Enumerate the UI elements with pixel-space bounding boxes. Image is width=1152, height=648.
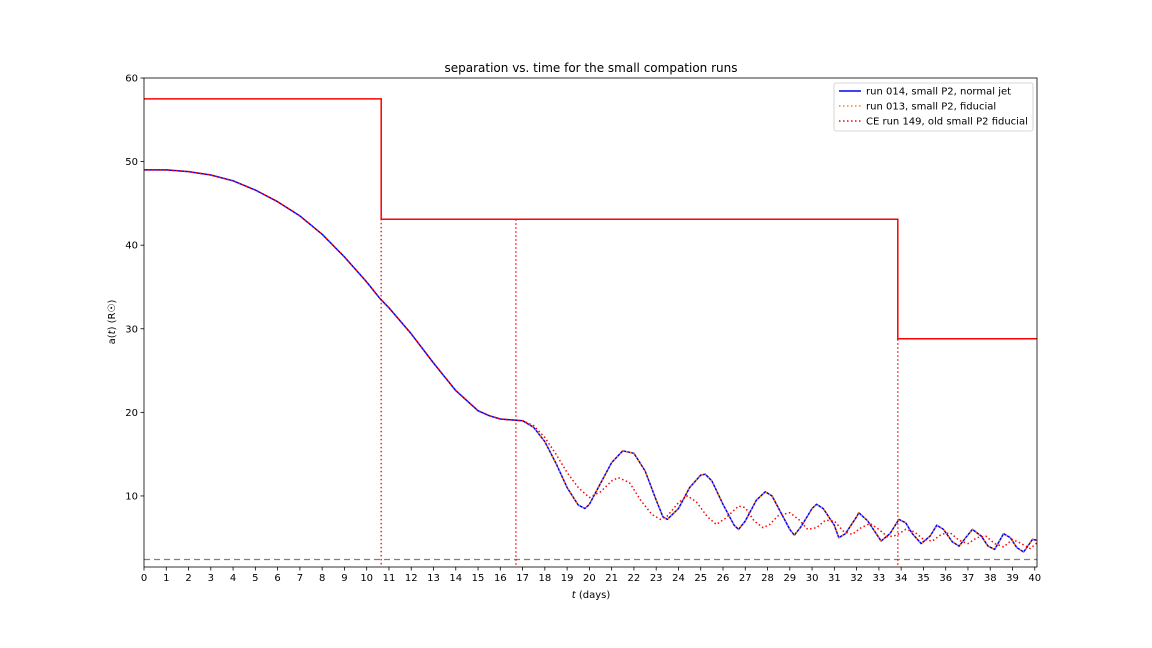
y-tick-label: 20 bbox=[125, 408, 138, 419]
x-tick-label: 30 bbox=[806, 573, 819, 584]
y-tick-label: 30 bbox=[125, 324, 138, 335]
plot-frame bbox=[143, 77, 1038, 568]
x-tick-label: 27 bbox=[739, 573, 752, 584]
x-tick-label: 38 bbox=[984, 573, 997, 584]
x-tick-label: 1 bbox=[163, 573, 169, 584]
step-line bbox=[144, 98, 1037, 340]
x-tick-label: 28 bbox=[761, 573, 774, 584]
y-tick-label: 40 bbox=[125, 241, 138, 252]
y-tick-label: 10 bbox=[125, 491, 138, 502]
series-layer bbox=[144, 169, 1037, 553]
series-line-run-014 bbox=[144, 169, 1037, 553]
x-tick-label: 2 bbox=[185, 573, 191, 584]
x-tick-label: 29 bbox=[783, 573, 796, 584]
x-tick-label: 18 bbox=[538, 573, 551, 584]
y-axis-label-var: t bbox=[107, 329, 118, 334]
x-tick-label: 22 bbox=[628, 573, 641, 584]
x-tick-label: 34 bbox=[895, 573, 908, 584]
x-tick-label: 25 bbox=[694, 573, 707, 584]
x-tick-label: 12 bbox=[405, 573, 418, 584]
chart-title: separation vs. time for the small compat… bbox=[445, 61, 738, 75]
x-tick-label: 35 bbox=[917, 573, 930, 584]
x-tick-label: 23 bbox=[650, 573, 663, 584]
legend-label-run-149: CE run 149, old small P2 fiducial bbox=[866, 117, 1028, 128]
x-tick-label: 9 bbox=[341, 573, 347, 584]
y-tick-label: 60 bbox=[125, 74, 138, 85]
x-axis-label: t (days) bbox=[572, 590, 611, 601]
x-axis-label-unit: (days) bbox=[576, 590, 611, 601]
x-tick-label: 24 bbox=[672, 573, 685, 584]
x-tick-label: 17 bbox=[516, 573, 529, 584]
x-tick-label: 19 bbox=[561, 573, 574, 584]
legend-frame bbox=[833, 82, 1034, 132]
x-tick-label: 5 bbox=[252, 573, 258, 584]
y-axis-label-post: ) (R☉) bbox=[107, 300, 118, 331]
x-tick-label: 6 bbox=[274, 573, 280, 584]
x-tick-label: 13 bbox=[427, 573, 440, 584]
x-tick-label: 11 bbox=[383, 573, 396, 584]
x-tick-label: 8 bbox=[319, 573, 325, 584]
x-tick-label: 3 bbox=[208, 573, 214, 584]
x-tick-label: 21 bbox=[605, 573, 618, 584]
legend-label-run-014: run 014, small P2, normal jet bbox=[866, 87, 1011, 98]
x-tick-label: 15 bbox=[472, 573, 485, 584]
x-tick-label: 36 bbox=[939, 573, 952, 584]
series-line-run-149 bbox=[144, 169, 1037, 550]
series-line-run-013 bbox=[144, 169, 1037, 553]
x-tick-label: 33 bbox=[873, 573, 886, 584]
y-axis-ticks: 10 20 30 40 50 60 bbox=[125, 74, 144, 502]
x-tick-label: 7 bbox=[297, 573, 303, 584]
x-tick-label: 39 bbox=[1006, 573, 1019, 584]
plot-area bbox=[144, 98, 1037, 567]
x-tick-label: 16 bbox=[494, 573, 507, 584]
y-axis-label: a(t) (R☉) bbox=[107, 300, 118, 345]
x-tick-label: 10 bbox=[360, 573, 373, 584]
step-line-layer bbox=[144, 98, 1037, 340]
x-tick-label: 40 bbox=[1028, 573, 1041, 584]
x-tick-label: 37 bbox=[962, 573, 975, 584]
legend-label-run-013: run 013, small P2, fiducial bbox=[866, 102, 996, 113]
x-tick-label: 4 bbox=[230, 573, 236, 584]
x-tick-label: 14 bbox=[449, 573, 462, 584]
vertical-lines-layer bbox=[380, 98, 899, 567]
x-axis-label-var: t bbox=[572, 590, 577, 601]
x-tick-label: 26 bbox=[717, 573, 730, 584]
x-tick-label: 0 bbox=[141, 573, 147, 584]
x-tick-label: 31 bbox=[828, 573, 841, 584]
x-tick-label: 32 bbox=[850, 573, 863, 584]
y-tick-label: 50 bbox=[125, 157, 138, 168]
x-axis-ticks: 0 1 2 3 4 5 6 7 8 9 10 11 12 13 14 15 16 17 18 19 20 21 22 23 24… bbox=[141, 567, 1041, 584]
y-axis-label-pre: a( bbox=[107, 334, 118, 344]
legend: run 014, small P2, normal jet run 013, s… bbox=[833, 82, 1034, 132]
x-tick-label: 20 bbox=[583, 573, 596, 584]
